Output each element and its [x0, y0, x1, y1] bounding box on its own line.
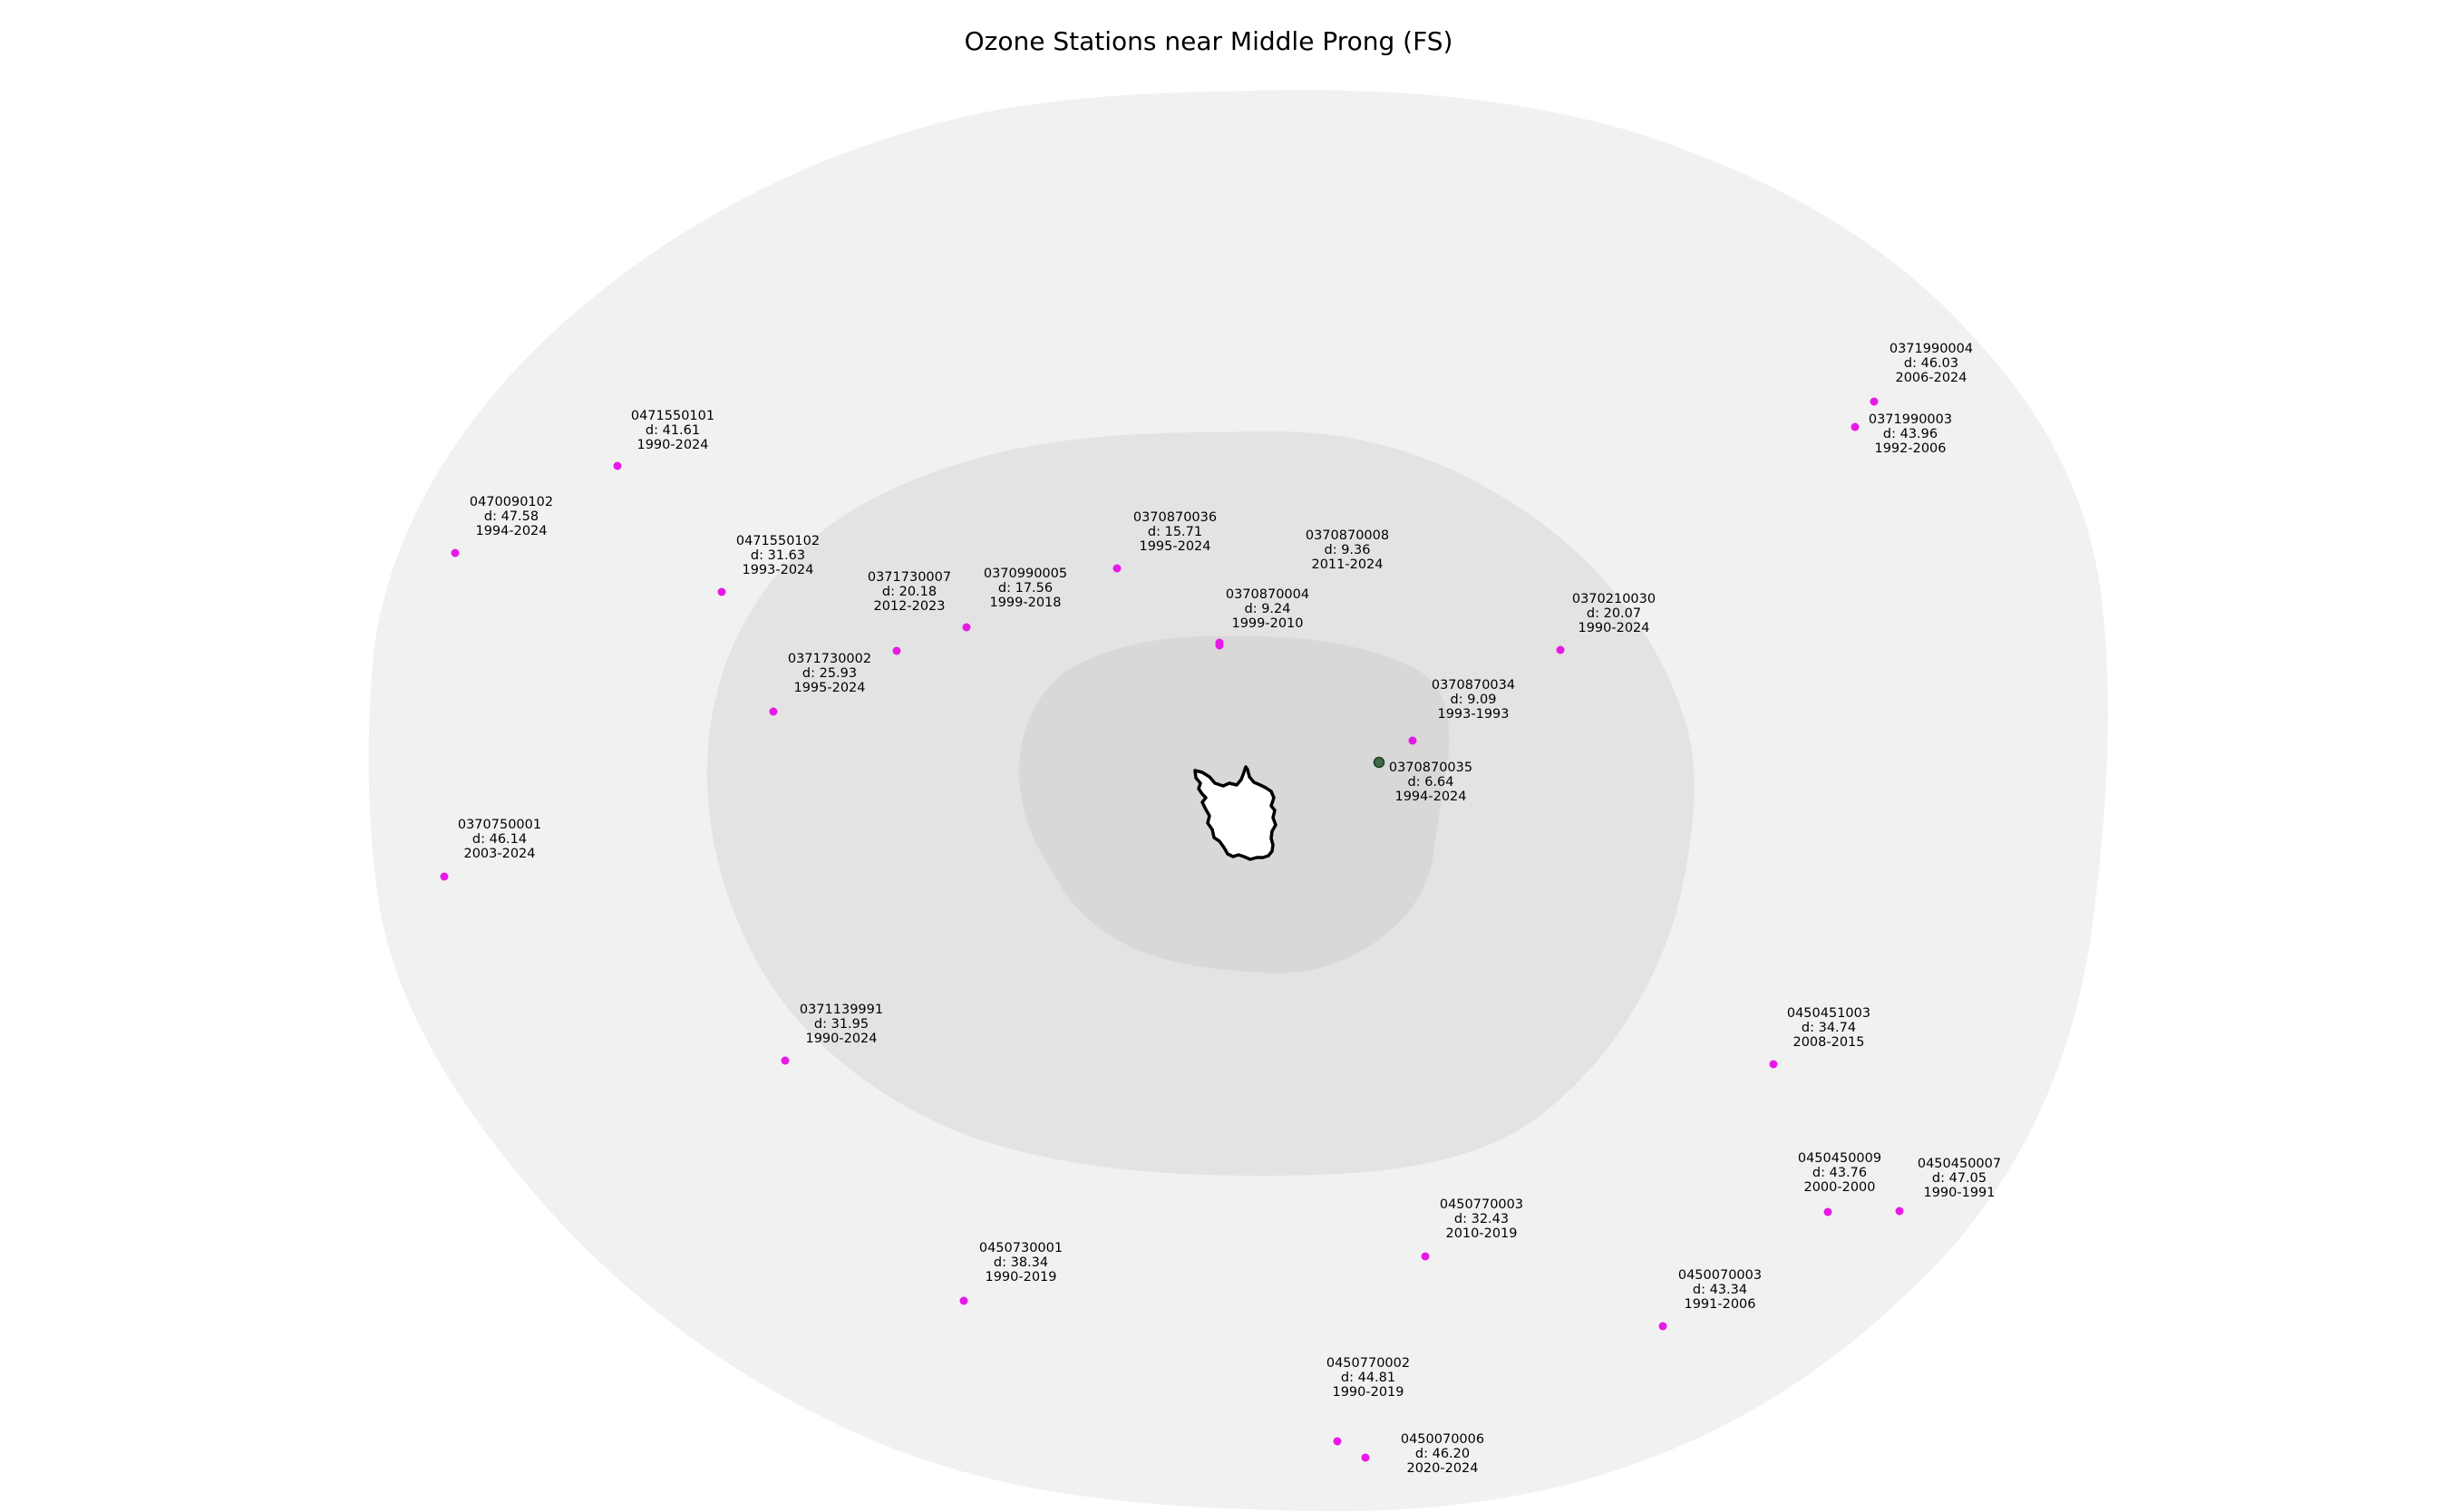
station-marker [962, 623, 971, 632]
station-label: 0471550101 d: 41.61 1990-2024 [631, 409, 714, 452]
station-marker [1658, 1322, 1667, 1331]
station-marker [1851, 422, 1860, 431]
station-label: 0450770003 d: 32.43 2010-2019 [1440, 1197, 1523, 1241]
station-marker [781, 1056, 790, 1065]
station-marker [1823, 1207, 1832, 1216]
station-marker [451, 548, 460, 557]
map-title: Ozone Stations near Middle Prong (FS) [965, 26, 1453, 56]
station-label: 0471550102 d: 31.63 1993-2024 [736, 534, 820, 577]
station-label: 0450450007 d: 47.05 1990-1991 [1918, 1157, 2001, 1200]
station-marker [1333, 1437, 1342, 1446]
station-label: 0450450009 d: 43.76 2000-2000 [1798, 1151, 1881, 1195]
station-label: 0450070006 d: 46.20 2020-2024 [1401, 1432, 1484, 1476]
station-label: 0370870035 d: 6.64 1994-2024 [1389, 761, 1472, 804]
station-label: 0370990005 d: 17.56 1999-2018 [984, 567, 1067, 610]
station-marker [769, 707, 778, 716]
station-label: 0371139991 d: 31.95 1990-2024 [800, 1003, 883, 1046]
station-marker [1361, 1453, 1370, 1462]
station-label: 0450070003 d: 43.34 1991-2006 [1678, 1268, 1762, 1312]
station-labels: 0370870035 d: 6.64 1994-2024 0370870034 d: 9… [458, 342, 2001, 1476]
station-label: 0370870004 d: 9.24 1999-2010 [1226, 587, 1309, 631]
middle-prong-area-outline [1193, 765, 1277, 861]
station-marker [1870, 397, 1879, 406]
station-label: 0470090102 d: 47.58 1994-2024 [470, 495, 553, 538]
station-marker [892, 646, 901, 655]
station-label: 0450770002 d: 44.81 1990-2019 [1326, 1356, 1410, 1400]
station-marker [1556, 645, 1565, 654]
station-label: 0371730002 d: 25.93 1995-2024 [788, 652, 871, 695]
station-marker [440, 872, 449, 881]
station-label: 0370870036 d: 15.71 1995-2024 [1133, 510, 1217, 554]
station-marker [717, 587, 726, 596]
station-marker [1421, 1252, 1430, 1261]
station-label: 0450730001 d: 38.34 1990-2019 [979, 1241, 1063, 1284]
station-label: 0371730007 d: 20.18 2012-2023 [868, 570, 951, 614]
station-marker [613, 461, 622, 470]
station-label: 0370750001 d: 46.14 2003-2024 [458, 818, 541, 861]
station-label: 0450451003 d: 34.74 2008-2015 [1787, 1006, 1870, 1050]
station-marker [1215, 641, 1224, 650]
station-marker [1769, 1060, 1778, 1069]
station-marker [1895, 1207, 1904, 1216]
station-marker [1408, 736, 1417, 745]
nearest-station-marker [1373, 756, 1385, 769]
station-label: 0370870008 d: 9.36 2011-2024 [1306, 528, 1389, 572]
station-label: 0370210030 d: 20.07 1990-2024 [1572, 592, 1656, 635]
station-marker [1112, 564, 1122, 573]
station-label: 0370870034 d: 9.09 1993-1993 [1432, 678, 1515, 722]
station-marker [959, 1296, 968, 1305]
station-label: 0371990003 d: 43.96 1992-2006 [1869, 412, 1952, 456]
station-label: 0371990004 d: 46.03 2006-2024 [1889, 342, 1973, 385]
station-markers [440, 397, 1904, 1462]
